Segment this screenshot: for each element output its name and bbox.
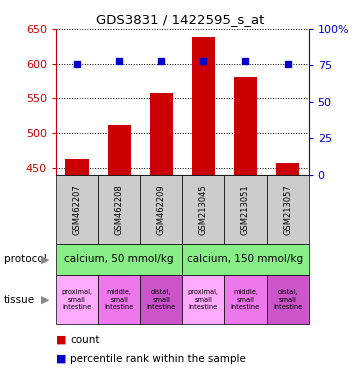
Text: protocol: protocol	[4, 254, 46, 264]
Text: middle,
small
intestine: middle, small intestine	[231, 289, 260, 310]
Text: percentile rank within the sample: percentile rank within the sample	[70, 354, 246, 364]
Text: proximal,
small
intestine: proximal, small intestine	[188, 289, 219, 310]
Text: GSM462207: GSM462207	[73, 184, 82, 235]
Text: GSM462209: GSM462209	[157, 184, 166, 235]
Text: ▶: ▶	[41, 254, 49, 264]
Bar	[65, 159, 88, 175]
Bar	[234, 78, 257, 175]
Bar	[108, 125, 131, 175]
Text: GSM213057: GSM213057	[283, 184, 292, 235]
Bar	[192, 37, 215, 175]
Text: distal,
small
intestine: distal, small intestine	[147, 289, 176, 310]
Text: tissue: tissue	[4, 295, 35, 305]
Text: distal,
small
intestine: distal, small intestine	[273, 289, 302, 310]
Bar	[276, 163, 299, 175]
Text: count: count	[70, 335, 100, 345]
Text: GSM213045: GSM213045	[199, 184, 208, 235]
Text: GDS3831 / 1422595_s_at: GDS3831 / 1422595_s_at	[96, 13, 265, 26]
Text: GSM462208: GSM462208	[115, 184, 123, 235]
Text: ■: ■	[56, 354, 66, 364]
Text: ■: ■	[56, 335, 66, 345]
Text: calcium, 50 mmol/kg: calcium, 50 mmol/kg	[64, 254, 174, 264]
Text: calcium, 150 mmol/kg: calcium, 150 mmol/kg	[187, 254, 304, 264]
Text: GSM213051: GSM213051	[241, 184, 250, 235]
Bar	[150, 93, 173, 175]
Text: proximal,
small
intestine: proximal, small intestine	[61, 289, 92, 310]
Text: ▶: ▶	[41, 295, 49, 305]
Text: middle,
small
intestine: middle, small intestine	[104, 289, 134, 310]
